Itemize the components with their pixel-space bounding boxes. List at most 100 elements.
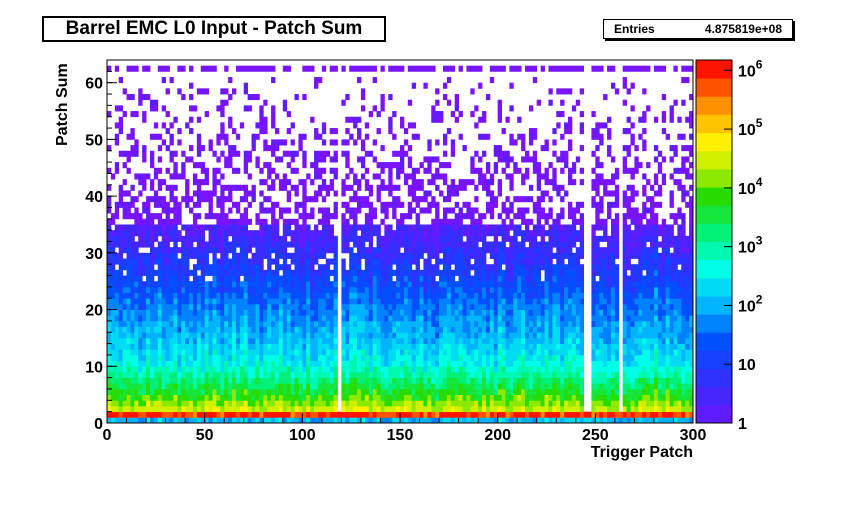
- heatmap-cell: [493, 162, 499, 169]
- heatmap-cell: [392, 388, 397, 396]
- heatmap-cell: [353, 360, 358, 367]
- heatmap-cell: [333, 309, 338, 316]
- heatmap-cell: [189, 349, 194, 356]
- heatmap-cell: [232, 218, 237, 225]
- heatmap-cell: [462, 184, 467, 191]
- heatmap-cell: [368, 286, 374, 293]
- heatmap-cell: [540, 145, 545, 152]
- heatmap-cell: [482, 343, 487, 350]
- heatmap-cell: [314, 252, 319, 259]
- heatmap-cell: [200, 88, 206, 95]
- heatmap-cell: [466, 207, 471, 214]
- heatmap-cell: [450, 258, 456, 265]
- heatmap-cell: [353, 269, 358, 276]
- heatmap-cell: [427, 349, 432, 356]
- heatmap-cell: [536, 241, 542, 248]
- heatmap-cell: [126, 315, 131, 322]
- heatmap-cell: [255, 264, 260, 271]
- heatmap-cell: [200, 400, 206, 407]
- heatmap-cell: [501, 292, 506, 299]
- heatmap-cell: [126, 247, 131, 254]
- heatmap-cell: [173, 360, 178, 367]
- heatmap-cell: [130, 275, 135, 282]
- heatmap-cell: [400, 218, 405, 225]
- heatmap-cell: [458, 258, 463, 265]
- heatmap-cell: [392, 354, 397, 362]
- heatmap-cell: [353, 286, 358, 293]
- heatmap-cell: [306, 213, 311, 220]
- heatmap-cell: [271, 150, 276, 157]
- heatmap-cell: [513, 405, 518, 413]
- heatmap-cell: [528, 286, 534, 293]
- heatmap-cell: [255, 213, 260, 220]
- heatmap-cell: [247, 247, 252, 254]
- heatmap-cell: [146, 320, 151, 327]
- heatmap-cell: [528, 320, 534, 327]
- heatmap-cell: [267, 377, 272, 384]
- heatmap-cell: [216, 247, 221, 254]
- heatmap-cell: [247, 400, 252, 407]
- heatmap-cell: [282, 349, 288, 356]
- heatmap-cell: [290, 286, 295, 293]
- heatmap-cell: [396, 286, 401, 293]
- heatmap-cell: [450, 388, 456, 396]
- heatmap-cell: [204, 303, 209, 310]
- heatmap-cell: [329, 417, 334, 424]
- heatmap-cell: [325, 320, 331, 327]
- heatmap-cell: [513, 377, 518, 384]
- heatmap-cell: [290, 366, 295, 373]
- heatmap-cell: [353, 275, 358, 282]
- heatmap-cell: [306, 309, 311, 316]
- heatmap-cell: [177, 337, 182, 344]
- heatmap-cell: [544, 366, 549, 373]
- heatmap-cell: [220, 224, 225, 231]
- heatmap-cell: [380, 275, 385, 282]
- heatmap-cell: [259, 343, 264, 350]
- heatmap-cell: [419, 184, 424, 191]
- heatmap-cell: [415, 377, 420, 384]
- heatmap-cell: [259, 65, 264, 72]
- heatmap-cell: [548, 65, 553, 72]
- heatmap-cell: [302, 411, 307, 418]
- heatmap-cell: [247, 349, 252, 356]
- heatmap-cell: [560, 360, 565, 367]
- heatmap-cell: [353, 383, 358, 390]
- heatmap-cell: [521, 417, 526, 424]
- heatmap-cell: [470, 417, 475, 424]
- heatmap-cell: [274, 349, 280, 356]
- heatmap-cell: [177, 292, 182, 299]
- heatmap-cell: [321, 128, 327, 135]
- heatmap-cell: [165, 286, 170, 293]
- heatmap-cell: [306, 349, 311, 356]
- heatmap-cell: [349, 247, 354, 254]
- heatmap-cell: [388, 343, 393, 350]
- heatmap-cell: [380, 320, 385, 327]
- heatmap-cell: [357, 224, 362, 231]
- heatmap-cell: [349, 371, 354, 379]
- heatmap-cell: [540, 332, 545, 339]
- heatmap-cell: [478, 133, 483, 140]
- heatmap-cell: [501, 394, 506, 401]
- heatmap-cell: [517, 252, 522, 259]
- heatmap-cell: [368, 258, 374, 265]
- heatmap-cell: [360, 201, 366, 208]
- heatmap-cell: [388, 332, 393, 339]
- heatmap-cell: [540, 190, 545, 197]
- heatmap-cell: [107, 326, 112, 333]
- heatmap-cell: [189, 320, 194, 327]
- heatmap-cell: [333, 213, 338, 220]
- heatmap-cell: [392, 360, 397, 367]
- heatmap-cell: [118, 247, 124, 254]
- heatmap-cell: [235, 298, 241, 305]
- heatmap-cell: [423, 417, 428, 424]
- heatmap-cell: [185, 235, 190, 242]
- heatmap-cell: [310, 309, 315, 316]
- heatmap-cell: [286, 354, 292, 362]
- heatmap-cell: [235, 388, 241, 396]
- heatmap-cell: [118, 326, 124, 333]
- heatmap-cell: [259, 326, 264, 333]
- heatmap-cell: [439, 269, 444, 276]
- heatmap-cell: [372, 213, 377, 220]
- heatmap-cell: [208, 139, 213, 146]
- heatmap-cell: [118, 417, 124, 424]
